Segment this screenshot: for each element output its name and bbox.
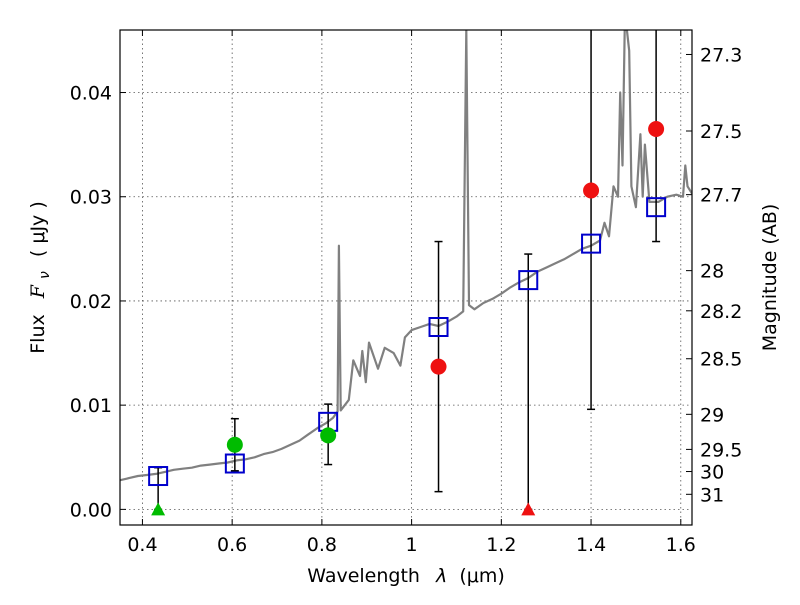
x-tick-label: 0.4 bbox=[127, 534, 157, 556]
magnitude-tick-label: 28 bbox=[700, 261, 724, 283]
magnitude-tick-label: 27.7 bbox=[700, 185, 742, 207]
x-tick-label: 1.4 bbox=[576, 534, 606, 556]
model-point-box bbox=[518, 270, 539, 291]
magnitude-tick-label: 29.5 bbox=[700, 439, 742, 461]
detection-point bbox=[430, 358, 447, 375]
y-tick-label: 0.01 bbox=[70, 395, 112, 417]
y-axis-label-subscript: ν bbox=[37, 271, 53, 279]
magnitude-tick-label: 27.5 bbox=[700, 121, 742, 143]
x-tick-label: 0.8 bbox=[307, 534, 337, 556]
detection-point bbox=[226, 436, 243, 453]
upper-limit-triangle bbox=[521, 502, 536, 516]
detection-point bbox=[320, 427, 337, 444]
x-tick-label: 1 bbox=[406, 534, 418, 556]
magnitude-tick-label: 28.2 bbox=[700, 301, 742, 323]
y-axis-label-unit: ( μJy ) bbox=[27, 201, 49, 257]
magnitude-tick-label: 29 bbox=[700, 404, 724, 426]
x-axis-label: Wavelength λ (μm) bbox=[307, 565, 504, 587]
detection-point bbox=[583, 182, 600, 199]
plot-area bbox=[120, 30, 692, 511]
x-axis-label-unit: (μm) bbox=[459, 565, 504, 587]
spectrum-line bbox=[120, 30, 692, 482]
magnitude-tick-label: 30 bbox=[700, 462, 724, 484]
y-axis-label: Flux F ν ( μJy ) bbox=[27, 201, 54, 354]
y-axis-label-text: Flux bbox=[27, 314, 49, 354]
detection-point bbox=[648, 121, 665, 137]
x-axis-label-text: Wavelength bbox=[307, 565, 420, 587]
axis-ticks: 0.4 0.6 0.8 1 1.2 1.4 1.6 0.00 0.01 0.02 0.03 0.04 2… bbox=[70, 30, 742, 556]
grid bbox=[120, 30, 692, 525]
axes-frame bbox=[119, 29, 693, 526]
y-tick-label: 0.00 bbox=[70, 499, 112, 521]
magnitude-axis-label: Magnitude (AB) bbox=[759, 204, 781, 352]
magnitude-tick-label: 28.5 bbox=[700, 349, 742, 371]
x-axis-label-symbol: λ bbox=[435, 565, 447, 587]
model-point-box bbox=[428, 317, 449, 337]
y-axis-label-symbol: F bbox=[27, 284, 49, 299]
model-point-box bbox=[148, 466, 169, 487]
model-point-box bbox=[646, 197, 667, 218]
y-tick-label: 0.04 bbox=[70, 83, 112, 105]
magnitude-tick-label: 27.3 bbox=[700, 44, 742, 66]
magnitude-tick-label: 31 bbox=[700, 484, 724, 506]
x-tick-label: 1.2 bbox=[486, 534, 516, 556]
y-tick-label: 0.02 bbox=[70, 291, 112, 313]
model-point-box bbox=[581, 233, 602, 254]
x-tick-label: 0.6 bbox=[217, 534, 247, 556]
upper-limit-triangle bbox=[151, 502, 166, 516]
model-point-box bbox=[224, 453, 245, 474]
x-tick-label: 1.6 bbox=[666, 534, 696, 556]
y-tick-label: 0.03 bbox=[70, 187, 112, 209]
